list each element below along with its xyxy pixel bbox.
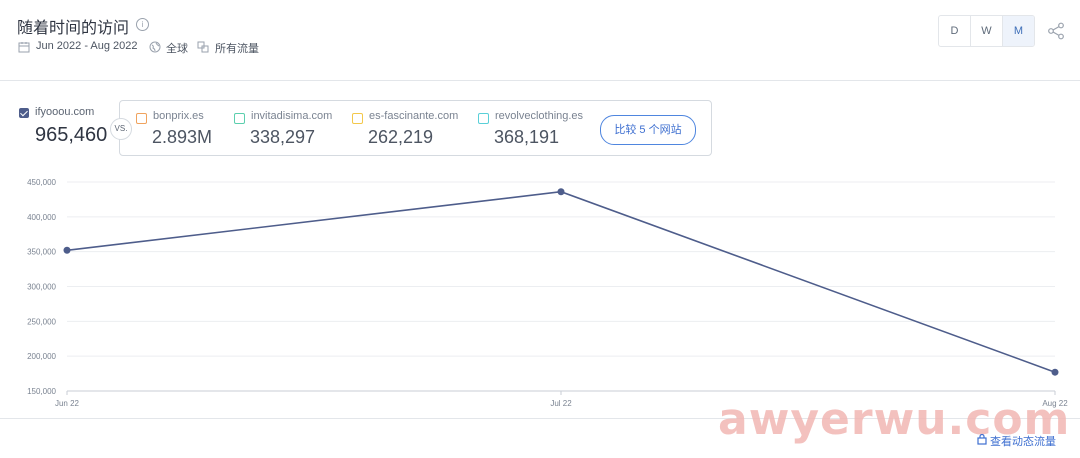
y-tick-label: 250,000 [27, 317, 56, 326]
granularity-month-button[interactable]: M [1003, 16, 1034, 46]
y-tick-label: 200,000 [27, 352, 56, 361]
x-tick-label: Jun 22 [55, 399, 80, 408]
competitor-value: 2.893M [152, 127, 213, 147]
competitor-name: revolveclothing.es [495, 110, 584, 122]
view-dynamic-traffic-link[interactable]: 查看动态流量 [990, 436, 1056, 448]
page-title: 随着时间的访问 [17, 20, 130, 37]
series-line [66, 190, 1056, 373]
granularity-week-button[interactable]: W [971, 16, 1003, 46]
granularity-day-button[interactable]: D [939, 16, 971, 46]
header-divider [0, 80, 1080, 81]
footer-divider [0, 418, 1080, 419]
share-icon[interactable] [1047, 22, 1065, 40]
y-tick-label: 150,000 [27, 387, 56, 396]
competitor-value: 368,191 [494, 127, 560, 147]
calendar-icon [18, 42, 30, 53]
traffic-type-filter[interactable]: 所有流量 [215, 43, 259, 55]
competitor-checkbox[interactable] [136, 113, 147, 124]
x-tick-label: Aug 22 [1042, 399, 1068, 408]
compare-sites-button[interactable]: 比较 5 个网站 [600, 115, 696, 145]
competitor-checkbox[interactable] [352, 113, 363, 124]
competitor-name: invitadisima.com [251, 110, 333, 122]
y-tick-label: 450,000 [27, 178, 56, 187]
lock-icon [977, 433, 987, 445]
main-site-checkbox[interactable] [19, 108, 29, 118]
data-point [557, 188, 565, 196]
x-tick-label: Jul 22 [550, 399, 572, 408]
competitor-value: 338,297 [250, 127, 316, 147]
watermark: awyerwu.com [718, 394, 1071, 445]
globe-icon [149, 41, 161, 53]
traffic-icon [197, 41, 209, 53]
region-filter[interactable]: 全球 [166, 43, 188, 55]
data-point [1051, 368, 1059, 376]
visits-line-chart: 150,000 200,000 250,000 300,000 350,000 400,0… [27, 178, 1068, 408]
competitor-name: bonprix.es [153, 110, 204, 122]
main-site-name: ifyooou.com [35, 106, 95, 118]
y-tick-label: 300,000 [27, 283, 56, 292]
vs-badge: VS. [110, 118, 132, 140]
y-tick-label: 400,000 [27, 213, 56, 222]
info-icon[interactable]: i [136, 18, 149, 31]
competitor-name: es-fascinante.com [369, 110, 459, 122]
date-range[interactable]: Jun 2022 - Aug 2022 [36, 40, 138, 52]
competitor-checkbox[interactable] [478, 113, 489, 124]
competitor-value: 262,219 [368, 127, 434, 147]
competitor-checkbox[interactable] [234, 113, 245, 124]
granularity-toggle: D W M [938, 15, 1035, 47]
main-site-value: 965,460 [35, 124, 108, 146]
data-point [63, 246, 71, 254]
y-tick-label: 350,000 [27, 248, 56, 257]
